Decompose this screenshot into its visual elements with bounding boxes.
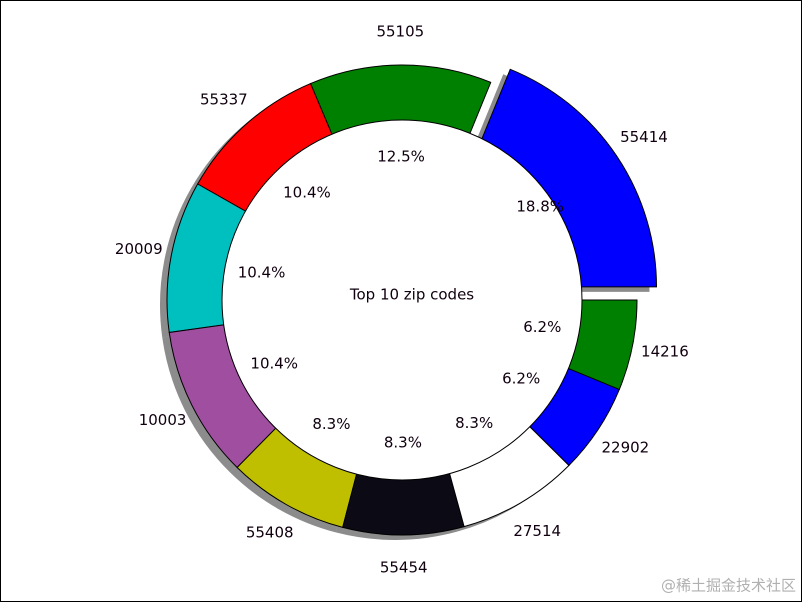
- percent-label: 6.2%: [523, 318, 561, 336]
- slice-label: 55105: [376, 23, 424, 41]
- watermark: @稀土掘金技术社区: [661, 577, 796, 595]
- slice-label: 55408: [246, 524, 294, 542]
- percent-label: 10.4%: [238, 264, 286, 282]
- slice-label: 55337: [200, 90, 248, 108]
- percent-label: 8.3%: [455, 414, 493, 432]
- percent-label: 18.8%: [516, 198, 564, 216]
- donut-hole: [221, 119, 583, 481]
- percent-label: 8.3%: [312, 415, 350, 433]
- percent-label: 8.3%: [384, 433, 422, 451]
- slice-label: 20009: [115, 240, 163, 258]
- slice-label: 55414: [620, 128, 668, 146]
- percent-label: 12.5%: [377, 148, 425, 166]
- center-label: Top 10 zip codes: [349, 286, 474, 304]
- percent-label: 10.4%: [283, 184, 331, 202]
- percent-label: 10.4%: [250, 355, 298, 373]
- slice-label: 55454: [380, 558, 428, 576]
- slice-label: 10003: [139, 411, 187, 429]
- percent-label: 6.2%: [502, 370, 540, 388]
- slice-label: 27514: [513, 522, 561, 540]
- slice-label: 14216: [641, 342, 689, 360]
- slice-label: 22902: [602, 439, 650, 457]
